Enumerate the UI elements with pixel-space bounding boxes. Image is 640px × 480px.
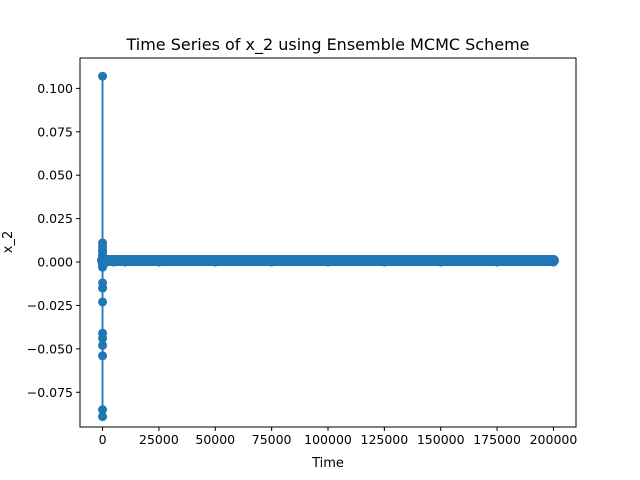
- data-point: [98, 412, 108, 422]
- x-axis: 0 25000 50000 75000 100000 125000 150000 175000…: [99, 427, 578, 447]
- x-tick-label: 100000: [304, 432, 352, 447]
- data-point: [98, 340, 108, 350]
- data-point: [492, 257, 502, 267]
- data-point: [120, 257, 130, 267]
- data-point: [98, 278, 108, 288]
- data-point: [98, 351, 108, 361]
- y-tick-label: 0.000: [37, 255, 73, 270]
- x-tick-label: 125000: [361, 432, 409, 447]
- chart-title: Time Series of x_2 using Ensemble MCMC S…: [125, 35, 529, 55]
- data-point: [98, 328, 108, 338]
- x-tick-label: 25000: [139, 432, 179, 447]
- data-point: [548, 257, 558, 267]
- data-point: [98, 405, 108, 415]
- x-tick-label: 50000: [195, 432, 235, 447]
- y-axis-label: x_2: [1, 231, 16, 253]
- x-tick-label: 200000: [530, 432, 578, 447]
- x-tick-label: 175000: [473, 432, 521, 447]
- y-tick-label: −0.025: [27, 298, 73, 313]
- y-tick-label: 0.075: [37, 124, 73, 139]
- data-point: [323, 257, 333, 267]
- y-tick-label: −0.050: [27, 341, 73, 356]
- x-tick-label: 75000: [252, 432, 292, 447]
- data-point: [98, 71, 108, 81]
- plot-area: [97, 71, 559, 422]
- data-point: [109, 257, 119, 267]
- data-point: [154, 257, 164, 267]
- x-tick-label: 150000: [417, 432, 465, 447]
- x-axis-label: Time: [311, 456, 344, 471]
- data-point: [436, 257, 446, 267]
- x-tick-label: 0: [99, 432, 107, 447]
- y-tick-label: −0.075: [27, 385, 73, 400]
- data-point: [98, 297, 108, 307]
- y-tick-label: 0.050: [37, 168, 73, 183]
- y-tick-label: 0.100: [37, 81, 73, 96]
- data-point: [98, 245, 108, 255]
- y-axis: −0.075 −0.050 −0.025 0.000 0.025 0.050 0.075 0.…: [27, 81, 80, 400]
- y-tick-label: 0.025: [37, 211, 73, 226]
- data-point: [102, 257, 112, 267]
- data-point: [379, 257, 389, 267]
- data-point: [210, 257, 220, 267]
- data-point: [267, 257, 277, 267]
